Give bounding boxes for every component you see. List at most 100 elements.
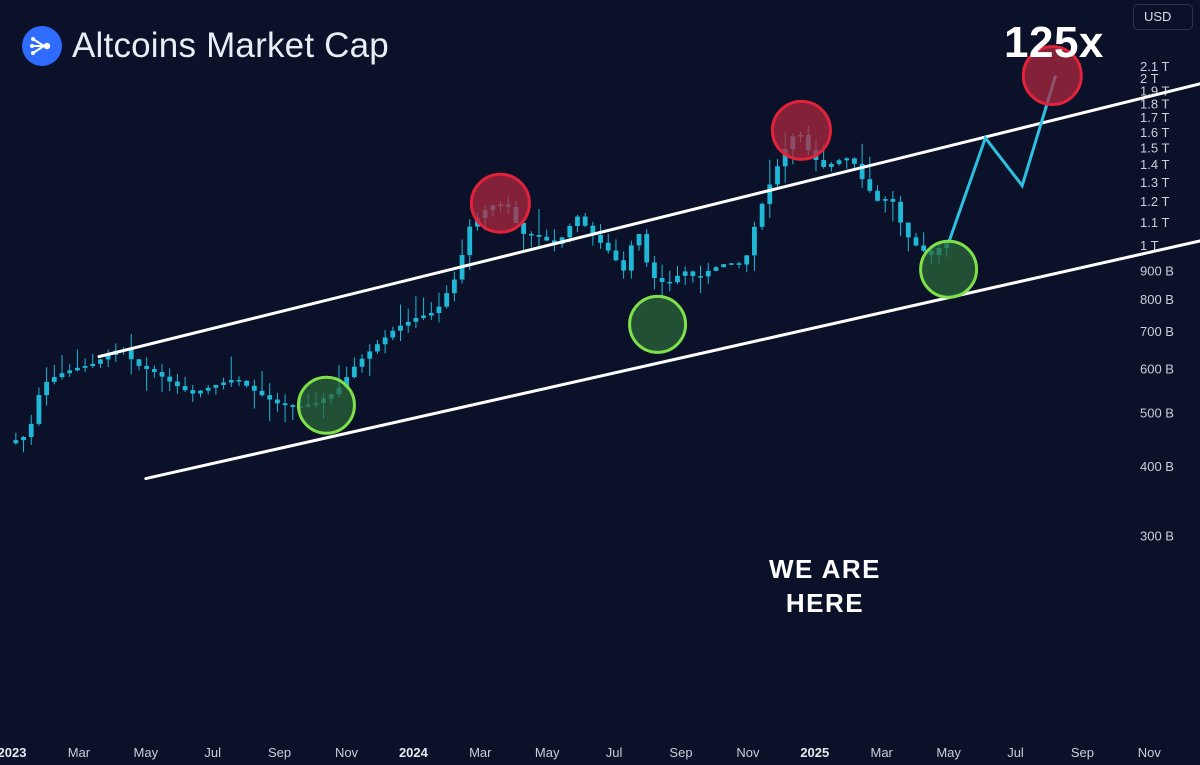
candle-body bbox=[821, 160, 827, 167]
candle-body bbox=[82, 366, 88, 368]
candle-body bbox=[13, 440, 19, 444]
y-tick-label: 1.1 T bbox=[1140, 215, 1169, 230]
candle-body bbox=[344, 377, 350, 388]
candle-body bbox=[890, 199, 896, 202]
candle-body bbox=[636, 234, 642, 246]
x-tick-label: May bbox=[535, 745, 560, 760]
candle-body bbox=[582, 216, 588, 226]
candle-body bbox=[628, 245, 634, 271]
network-hub-icon bbox=[22, 26, 62, 66]
candle-body bbox=[644, 234, 650, 263]
price-axis: 2.1 T2 T1.9 T1.8 T1.7 T1.6 T1.5 T1.4 T1.… bbox=[1140, 59, 1174, 543]
pivot-markers bbox=[296, 45, 1083, 435]
candle-body bbox=[759, 203, 765, 227]
candle-body bbox=[828, 163, 834, 167]
candle-body bbox=[228, 380, 234, 383]
candle-body bbox=[182, 386, 188, 391]
candle-body bbox=[175, 381, 180, 387]
candle-body bbox=[21, 437, 26, 441]
candle-body bbox=[536, 234, 542, 237]
candle-body bbox=[59, 373, 65, 378]
candle-body bbox=[682, 271, 688, 276]
candle-body bbox=[190, 390, 196, 394]
candle-body bbox=[251, 385, 257, 391]
candle-body bbox=[467, 226, 473, 256]
candle-body bbox=[767, 184, 773, 204]
candle-body bbox=[744, 255, 750, 265]
candle-body bbox=[521, 222, 527, 234]
candle-body bbox=[721, 264, 727, 268]
candle-body bbox=[859, 163, 865, 180]
y-tick-label: 1.5 T bbox=[1140, 140, 1169, 155]
y-tick-label: 300 B bbox=[1140, 529, 1174, 544]
top-marker-circle bbox=[1021, 45, 1083, 107]
y-tick-label: 1.2 T bbox=[1140, 194, 1169, 209]
y-tick-label: 1.4 T bbox=[1140, 157, 1169, 172]
y-tick-label: 1.3 T bbox=[1140, 175, 1169, 190]
candle-body bbox=[782, 148, 788, 167]
candle-body bbox=[74, 367, 80, 371]
candle-body bbox=[444, 293, 450, 307]
lower-trendline bbox=[144, 239, 1200, 481]
candle-body bbox=[367, 351, 373, 359]
projection-path bbox=[947, 75, 1058, 244]
upper-trendline bbox=[97, 82, 1200, 359]
candle-body bbox=[413, 317, 419, 322]
currency-button[interactable]: USD bbox=[1133, 4, 1193, 30]
candle-body bbox=[528, 233, 534, 236]
x-tick-label: Jul bbox=[1007, 745, 1024, 760]
candle-body bbox=[98, 359, 103, 364]
y-tick-label: 800 B bbox=[1140, 292, 1174, 307]
we-are-here-label: WE ARE HERE bbox=[740, 552, 910, 620]
candle-body bbox=[913, 237, 919, 246]
candle-body bbox=[244, 380, 250, 386]
x-tick-label: May bbox=[936, 745, 961, 760]
candle-body bbox=[905, 222, 911, 238]
multiplier-label: 125x bbox=[1004, 18, 1104, 67]
candle-body bbox=[167, 376, 173, 382]
candle-body bbox=[836, 160, 842, 164]
y-tick-label: 2 T bbox=[1140, 71, 1159, 86]
x-tick-label: 2023 bbox=[0, 745, 26, 760]
candle-body bbox=[898, 201, 903, 223]
candle-body bbox=[105, 354, 111, 360]
candle-body bbox=[405, 321, 411, 326]
x-tick-label: Sep bbox=[669, 745, 692, 760]
y-tick-label: 700 B bbox=[1140, 324, 1174, 339]
x-tick-label: Nov bbox=[736, 745, 760, 760]
candle-body bbox=[159, 372, 165, 377]
candle-body bbox=[144, 365, 150, 369]
x-tick-label: Mar bbox=[68, 745, 91, 760]
candle-body bbox=[698, 276, 703, 278]
candle-body bbox=[728, 263, 734, 265]
time-axis: 2023 Mar May Jul Sep Nov 2024 Mar May Jul Sep Nov 20… bbox=[0, 745, 1161, 760]
candle-body bbox=[882, 199, 888, 201]
candle-body bbox=[67, 370, 73, 374]
candle-body bbox=[875, 190, 880, 201]
y-tick-label: 900 B bbox=[1140, 264, 1174, 279]
chart-title: Altcoins Market Cap bbox=[72, 26, 389, 65]
y-tick-label: 1 T bbox=[1140, 238, 1159, 253]
wedge-trendlines bbox=[97, 82, 1200, 481]
candle-body bbox=[621, 260, 627, 271]
candle-body bbox=[128, 349, 134, 360]
candle-body bbox=[675, 275, 680, 283]
candle-body bbox=[690, 271, 696, 277]
candle-body bbox=[590, 225, 596, 235]
candle-body bbox=[213, 384, 219, 388]
candle-body bbox=[613, 250, 619, 261]
y-tick-label: 2.1 T bbox=[1140, 59, 1169, 74]
candle-body bbox=[259, 390, 265, 396]
top-marker-circle bbox=[469, 172, 531, 234]
candle-body bbox=[705, 270, 711, 277]
candle-body bbox=[36, 395, 42, 424]
candle-body bbox=[275, 399, 280, 404]
y-tick-label: 1.6 T bbox=[1140, 125, 1169, 140]
candle-body bbox=[667, 281, 673, 284]
candle-body bbox=[359, 358, 365, 367]
candle-body bbox=[390, 330, 396, 338]
candle-body bbox=[775, 166, 780, 185]
candle-body bbox=[436, 306, 442, 313]
candle-body bbox=[921, 245, 927, 251]
